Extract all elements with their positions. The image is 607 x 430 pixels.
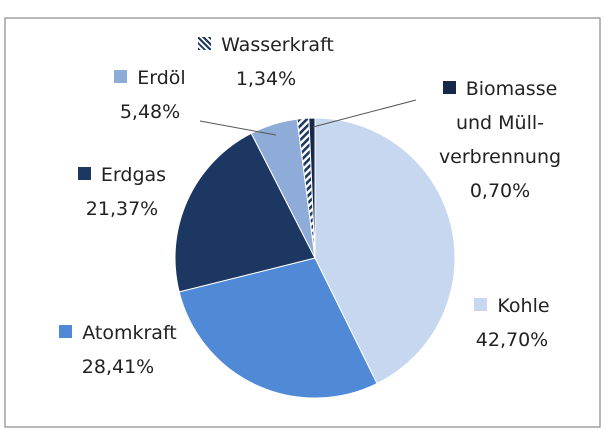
category-label: Erdgas bbox=[100, 164, 167, 186]
pie-slice bbox=[314, 117, 456, 385]
value-label: 42,70% bbox=[475, 329, 549, 351]
leader-line bbox=[199, 120, 277, 136]
data-label: Erdöl 5,48% bbox=[80, 61, 220, 129]
data-label: Atomkraft 28,41% bbox=[38, 316, 198, 384]
category-label: Biomasse und Müll-verbrennung bbox=[438, 78, 562, 168]
value-label: 28,41% bbox=[81, 356, 155, 378]
data-label: Biomasse und Müll-verbrennung 0,70% bbox=[435, 72, 565, 208]
value-label: 5,48% bbox=[119, 101, 181, 123]
data-label: Kohle 42,70% bbox=[432, 289, 592, 357]
value-label: 21,37% bbox=[85, 198, 159, 220]
pie-slice bbox=[308, 117, 316, 259]
legend-marker bbox=[114, 70, 128, 83]
legend-entry: Atomkraft bbox=[38, 316, 198, 350]
legend-marker bbox=[198, 37, 212, 50]
data-label: Wasserkraft 1,34% bbox=[176, 28, 356, 96]
legend-entry: Wasserkraft bbox=[176, 28, 356, 62]
data-label: Erdgas 21,37% bbox=[42, 158, 202, 226]
legend-marker bbox=[474, 298, 488, 311]
leader-line bbox=[312, 99, 417, 128]
legend-entry: Kohle bbox=[432, 289, 592, 323]
value-label: 1,34% bbox=[235, 68, 297, 90]
pie-slice bbox=[174, 132, 316, 293]
category-label: Wasserkraft bbox=[221, 34, 334, 56]
legend-entry: Biomasse und Müll-verbrennung bbox=[435, 72, 565, 174]
legend-entry: Erdöl bbox=[80, 61, 220, 95]
category-label: Kohle bbox=[497, 295, 550, 317]
legend-marker bbox=[77, 167, 91, 180]
value-label: 0,70% bbox=[469, 180, 531, 202]
category-label: Atomkraft bbox=[82, 322, 177, 344]
legend-marker bbox=[59, 325, 73, 338]
legend-entry: Erdgas bbox=[42, 158, 202, 192]
chart-frame bbox=[4, 17, 601, 428]
pie-slice bbox=[178, 257, 378, 399]
category-label: Erdöl bbox=[137, 67, 186, 89]
legend-marker bbox=[442, 81, 456, 94]
